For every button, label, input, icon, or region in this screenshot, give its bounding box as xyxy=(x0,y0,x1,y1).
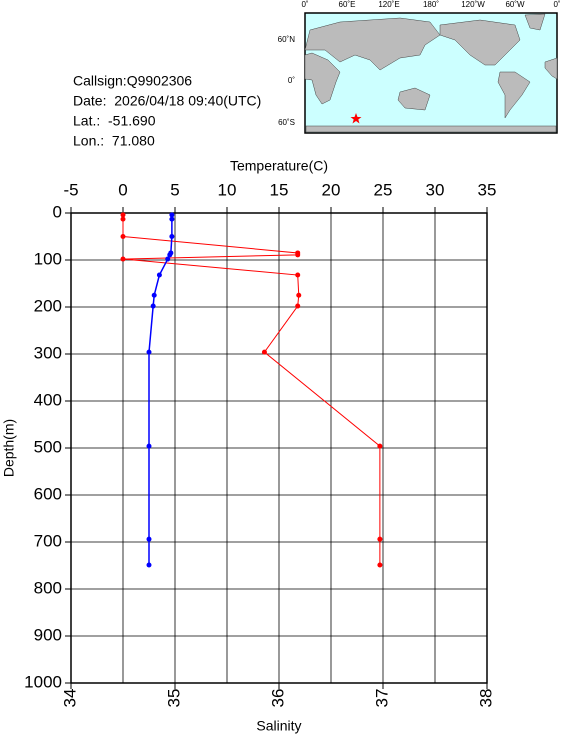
map-land xyxy=(304,13,558,133)
float-location xyxy=(350,113,362,124)
map-lon-label: 60˚W xyxy=(505,0,525,9)
profile-point xyxy=(151,292,157,298)
map-lon-label: 120˚W xyxy=(461,0,485,9)
map-lat-label: 0˚ xyxy=(288,76,295,85)
plot-frame xyxy=(70,212,488,684)
profile-point xyxy=(295,303,301,309)
profile-line xyxy=(122,214,381,566)
profile-point xyxy=(377,536,383,542)
profile-point xyxy=(150,303,156,309)
profile-point xyxy=(377,443,383,449)
profile-point xyxy=(377,562,383,568)
x2-tick-label: 0 xyxy=(118,180,127,199)
profile-point xyxy=(120,216,126,222)
profile-point xyxy=(146,562,152,568)
longitude: Lon.: 71.080 xyxy=(73,133,155,149)
x-tick-label: 35 xyxy=(164,689,183,708)
callsign: Callsign:Q9902306 xyxy=(73,73,192,89)
y-tick-label: 800 xyxy=(34,578,62,597)
x2-tick-label: -5 xyxy=(63,180,78,199)
x-tick-label: 34 xyxy=(60,689,79,708)
map-lon-label: 180˚ xyxy=(423,0,439,9)
map-lon-label: 0˚ xyxy=(553,0,560,9)
profile-point xyxy=(120,234,126,239)
x2-tick-label: 5 xyxy=(170,180,179,199)
profile-point xyxy=(120,212,126,218)
y-tick-label: 700 xyxy=(34,531,62,550)
profile-point xyxy=(169,234,175,239)
y-tick-label: 100 xyxy=(34,249,62,268)
y-tick-label: 500 xyxy=(34,437,62,456)
map-lat-label: 60˚S xyxy=(278,118,295,127)
map-lat-label: 60˚N xyxy=(278,35,296,44)
profile-point xyxy=(296,292,302,298)
profile-point xyxy=(156,272,162,278)
x2-tick-label: 30 xyxy=(426,180,445,199)
x2-axis-title: Temperature(C) xyxy=(230,158,328,174)
x-tick-label: 36 xyxy=(268,689,287,708)
y-tick-label: 400 xyxy=(34,390,62,409)
y-tick-label: 1000 xyxy=(24,672,62,691)
map-inset xyxy=(304,12,558,134)
x2-tick-label: 20 xyxy=(322,180,341,199)
map-lon-label: 0˚ xyxy=(301,0,308,9)
x2-tick-label: 35 xyxy=(478,180,497,199)
profile-point xyxy=(261,349,267,355)
profile-line xyxy=(148,214,173,566)
y-tick-label: 0 xyxy=(53,202,62,221)
x2-tick-label: 15 xyxy=(270,180,289,199)
profile-point xyxy=(295,252,301,258)
y-tick-label: 200 xyxy=(34,296,62,315)
y-tick-label: 900 xyxy=(34,625,62,644)
map-lon-label: 60˚E xyxy=(339,0,356,9)
x2-tick-label: 10 xyxy=(218,180,237,199)
x-tick-label: 37 xyxy=(372,689,391,708)
profile-point xyxy=(169,212,175,218)
profile-point xyxy=(169,216,175,222)
y-tick-label: 300 xyxy=(34,343,62,362)
x-tick-label: 38 xyxy=(476,689,495,708)
profile-point xyxy=(165,256,171,262)
profile-point xyxy=(120,256,126,262)
profile-point xyxy=(146,443,152,449)
profile-point xyxy=(295,272,301,278)
profile-point xyxy=(167,252,173,258)
x-axis-title: Salinity xyxy=(256,718,301,734)
x2-tick-label: 25 xyxy=(374,180,393,199)
y-tick-label: 600 xyxy=(34,484,62,503)
y-axis-title: Depth(m) xyxy=(1,419,17,477)
date: Date: 2026/04/18 09:40(UTC) xyxy=(73,93,261,109)
map-lon-label: 120˚E xyxy=(378,0,399,9)
profile-point xyxy=(146,349,152,355)
profile-point xyxy=(146,536,152,542)
latitude: Lat.: -51.690 xyxy=(73,113,156,129)
